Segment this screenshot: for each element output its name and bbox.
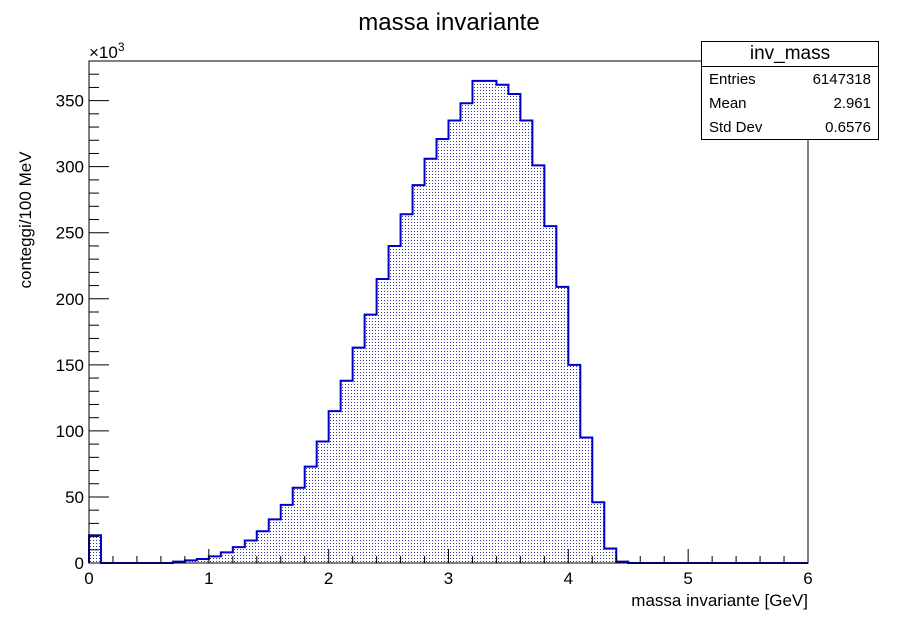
histogram-bin bbox=[580, 437, 593, 563]
y-tick-label: 300 bbox=[56, 158, 84, 177]
x-tick-label: 3 bbox=[444, 569, 453, 588]
histogram-bin bbox=[256, 531, 269, 563]
stats-box: inv_mass Entries 6147318 Mean 2.961 Std … bbox=[701, 41, 879, 140]
histogram-bin bbox=[244, 540, 257, 563]
histogram-bin bbox=[316, 441, 329, 563]
histogram-bin bbox=[292, 487, 305, 563]
x-tick-label: 6 bbox=[803, 569, 812, 588]
histogram-bin bbox=[400, 214, 413, 563]
stats-label: Mean bbox=[709, 95, 747, 112]
x-tick-label: 0 bbox=[84, 569, 93, 588]
y-tick-label: 0 bbox=[75, 554, 84, 573]
histogram-bin bbox=[376, 278, 389, 563]
histogram-bin bbox=[412, 185, 425, 563]
y-multiplier: ×103 bbox=[89, 40, 125, 62]
x-tick-label: 4 bbox=[564, 569, 573, 588]
stats-label: Std Dev bbox=[709, 119, 763, 136]
histogram-bin bbox=[568, 364, 581, 563]
x-tick-label: 1 bbox=[204, 569, 213, 588]
histogram-bin bbox=[424, 158, 437, 564]
x-tick-label: 2 bbox=[324, 569, 333, 588]
histogram-bin bbox=[340, 380, 353, 563]
y-multiplier-base: ×10 bbox=[89, 43, 118, 62]
y-tick-label: 100 bbox=[56, 422, 84, 441]
histogram-bin bbox=[556, 286, 569, 563]
y-tick-label: 50 bbox=[65, 488, 84, 507]
x-axis-label: massa invariante [GeV] bbox=[631, 591, 808, 610]
stats-label: Entries bbox=[709, 71, 756, 88]
histogram-bin bbox=[460, 103, 473, 563]
histogram-bin bbox=[352, 347, 365, 563]
histogram-bin bbox=[472, 80, 485, 563]
stats-row-stddev: Std Dev 0.6576 bbox=[702, 115, 878, 139]
histogram-bin bbox=[196, 559, 209, 563]
histogram-bin bbox=[532, 165, 545, 563]
histogram-bin bbox=[220, 552, 233, 563]
histogram-bin bbox=[604, 548, 617, 563]
histogram-bin bbox=[592, 502, 605, 563]
histogram-bin bbox=[184, 560, 197, 563]
histogram-bin bbox=[232, 547, 245, 563]
stats-row-entries: Entries 6147318 bbox=[702, 67, 878, 91]
stats-value: 2.961 bbox=[833, 95, 871, 112]
histogram-bin bbox=[544, 226, 557, 563]
histogram-outline bbox=[88, 79, 808, 564]
stats-title: inv_mass bbox=[702, 42, 878, 67]
histogram-bin bbox=[364, 314, 377, 563]
histogram-bin bbox=[89, 535, 101, 563]
stats-row-mean: Mean 2.961 bbox=[702, 91, 878, 115]
histogram-bin bbox=[508, 94, 521, 564]
histogram-bin bbox=[280, 504, 293, 563]
histogram-bin bbox=[304, 466, 317, 563]
histogram-bin bbox=[268, 519, 281, 563]
histogram-bin bbox=[496, 84, 509, 564]
x-tick-label: 5 bbox=[683, 569, 692, 588]
histogram-bin bbox=[520, 120, 533, 564]
y-axis-label: conteggi/100 MeV bbox=[16, 151, 35, 289]
stats-value: 0.6576 bbox=[825, 119, 871, 136]
histogram-bin bbox=[436, 138, 449, 563]
axes: 0 1 2 3 4 5 6 0 50 100 150 200 250 300 350 bbox=[56, 60, 813, 588]
histogram-bin bbox=[484, 80, 497, 563]
histogram-bin bbox=[328, 411, 341, 563]
histogram-bars bbox=[88, 79, 808, 564]
y-tick-label: 250 bbox=[56, 224, 84, 243]
histogram-bin bbox=[208, 556, 221, 563]
y-tick-label: 150 bbox=[56, 356, 84, 375]
y-tick-label: 350 bbox=[56, 92, 84, 111]
y-tick-label: 200 bbox=[56, 290, 84, 309]
histogram-bin bbox=[448, 120, 461, 564]
y-multiplier-exponent: 3 bbox=[118, 40, 125, 54]
chart-title: massa invariante bbox=[358, 9, 539, 36]
stats-value: 6147318 bbox=[812, 71, 871, 88]
histogram-bin bbox=[388, 245, 401, 563]
